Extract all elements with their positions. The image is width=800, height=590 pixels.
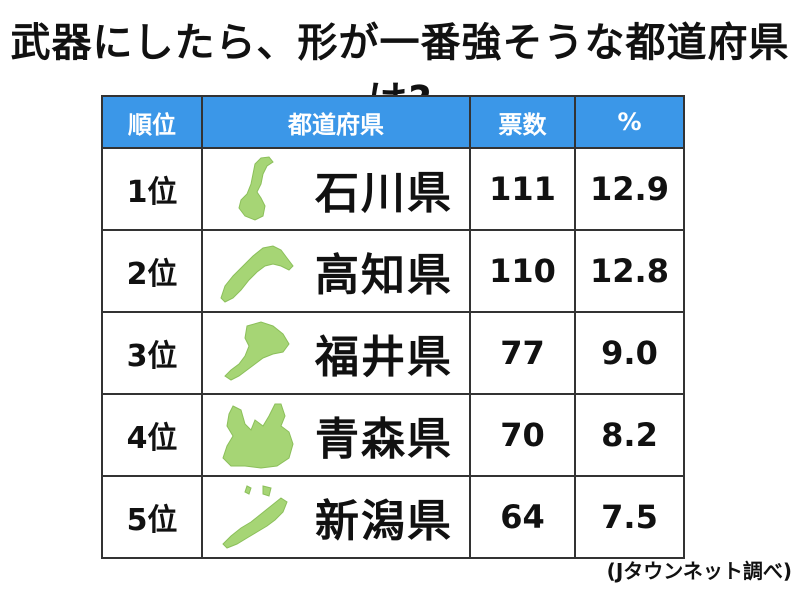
kochi-map-icon xyxy=(220,245,294,303)
prefecture-cell: 新潟県 xyxy=(201,475,471,559)
ishikawa-map-icon xyxy=(238,156,274,221)
rank-cell: 3位 xyxy=(101,311,203,395)
percent-cell: 7.5 xyxy=(574,475,685,559)
rank-cell: 2位 xyxy=(101,229,203,313)
prefecture-name: 高知県 xyxy=(315,250,453,301)
table-row: 3位 福井県 77 9.0 xyxy=(101,311,685,395)
percent-cell: 12.8 xyxy=(574,229,685,313)
percent-cell: 12.9 xyxy=(574,147,685,231)
votes-cell: 64 xyxy=(469,475,576,559)
percent-cell: 9.0 xyxy=(574,311,685,395)
column-header-prefecture: 都道府県 xyxy=(201,95,471,149)
prefecture-cell: 高知県 xyxy=(201,229,471,313)
prefecture-name: 福井県 xyxy=(315,332,453,383)
column-header-percent: % xyxy=(574,95,685,149)
prefecture-cell: 石川県 xyxy=(201,147,471,231)
table-row: 5位 新潟県 64 7.5 xyxy=(101,475,685,559)
table-row: 1位 石川県 111 12.9 xyxy=(101,147,685,231)
votes-cell: 111 xyxy=(469,147,576,231)
fukui-map-icon xyxy=(224,321,290,381)
prefecture-cell: 青森県 xyxy=(201,393,471,477)
prefecture-name: 新潟県 xyxy=(315,496,453,547)
rank-cell: 5位 xyxy=(101,475,203,559)
prefecture-name: 青森県 xyxy=(315,414,453,465)
votes-cell: 77 xyxy=(469,311,576,395)
column-header-votes: 票数 xyxy=(469,95,576,149)
prefecture-cell: 福井県 xyxy=(201,311,471,395)
percent-cell: 8.2 xyxy=(574,393,685,477)
table-row: 4位 青森県 70 8.2 xyxy=(101,393,685,477)
table-header-row: 順位 都道府県 票数 % xyxy=(101,95,685,149)
aomori-map-icon xyxy=(222,403,294,469)
votes-cell: 110 xyxy=(469,229,576,313)
rank-cell: 4位 xyxy=(101,393,203,477)
rank-cell: 1位 xyxy=(101,147,203,231)
column-header-rank: 順位 xyxy=(101,95,203,149)
source-note: (Jタウンネット調べ) xyxy=(606,559,792,583)
votes-cell: 70 xyxy=(469,393,576,477)
table-row: 2位 高知県 110 12.8 xyxy=(101,229,685,313)
niigata-map-icon xyxy=(222,485,288,549)
prefecture-name: 石川県 xyxy=(315,168,453,219)
ranking-table: 順位 都道府県 票数 % 1位 石川県 111 12.9 2位 xyxy=(101,95,685,559)
